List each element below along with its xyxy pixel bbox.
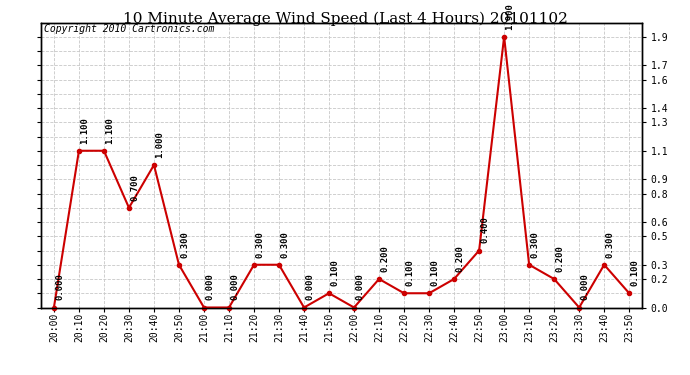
Text: 0.300: 0.300 <box>531 231 540 258</box>
Text: 0.000: 0.000 <box>355 273 364 300</box>
Text: 0.200: 0.200 <box>555 245 564 272</box>
Text: 1.100: 1.100 <box>80 117 89 144</box>
Text: 0.000: 0.000 <box>580 273 589 300</box>
Text: 1.900: 1.900 <box>505 3 514 30</box>
Text: 0.300: 0.300 <box>605 231 614 258</box>
Text: 0.000: 0.000 <box>205 273 214 300</box>
Text: 10 Minute Average Wind Speed (Last 4 Hours) 20101102: 10 Minute Average Wind Speed (Last 4 Hou… <box>123 11 567 26</box>
Text: 0.000: 0.000 <box>305 273 314 300</box>
Text: 0.100: 0.100 <box>431 259 440 286</box>
Text: 0.000: 0.000 <box>230 273 239 300</box>
Text: 0.300: 0.300 <box>180 231 189 258</box>
Text: 1.000: 1.000 <box>155 131 164 158</box>
Text: 0.100: 0.100 <box>631 259 640 286</box>
Text: 0.200: 0.200 <box>380 245 389 272</box>
Text: 0.000: 0.000 <box>55 273 64 300</box>
Text: 0.300: 0.300 <box>280 231 289 258</box>
Text: 0.200: 0.200 <box>455 245 464 272</box>
Text: 0.100: 0.100 <box>331 259 339 286</box>
Text: 0.400: 0.400 <box>480 216 489 243</box>
Text: Copyright 2010 Cartronics.com: Copyright 2010 Cartronics.com <box>44 24 215 34</box>
Text: 1.100: 1.100 <box>105 117 114 144</box>
Text: 0.100: 0.100 <box>405 259 414 286</box>
Text: 0.300: 0.300 <box>255 231 264 258</box>
Text: 0.700: 0.700 <box>130 174 139 201</box>
